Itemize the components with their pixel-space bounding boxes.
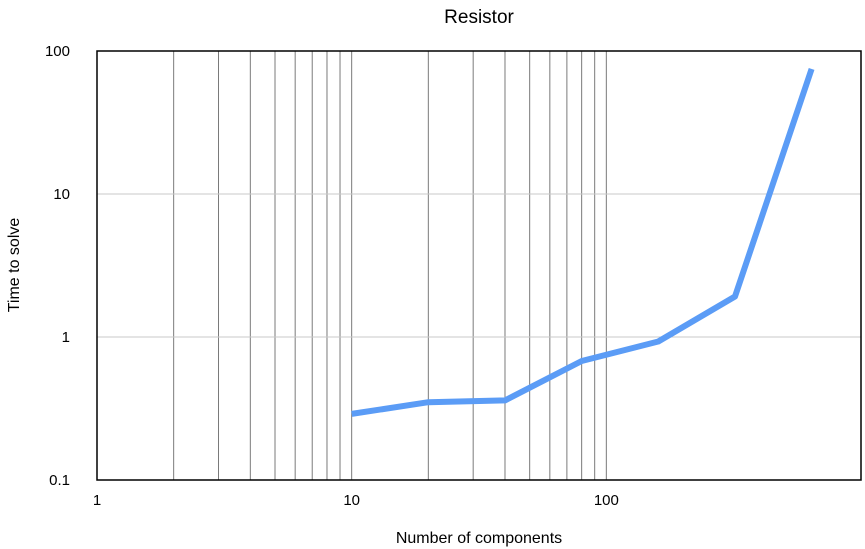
x-tick-label: 1 [93, 492, 101, 509]
x-tick-label: 10 [343, 492, 360, 509]
chart-title: Resistor [444, 7, 514, 28]
y-tick-label: 0.1 [49, 472, 70, 489]
series-line [351, 67, 815, 417]
tick-labels: 1 10 100 0.1 1 10 100 [45, 43, 619, 509]
x-axis-title: Number of components [396, 530, 562, 547]
y-tick-label: 100 [45, 43, 70, 60]
series-layer [351, 67, 815, 417]
y-axis-title: Time to solve [6, 218, 23, 313]
x-tick-label: 100 [594, 492, 619, 509]
y-tick-label: 10 [53, 186, 70, 203]
grid-lines [97, 51, 861, 480]
plot-area-frame [96, 50, 862, 481]
y-tick-label: 1 [62, 329, 70, 346]
